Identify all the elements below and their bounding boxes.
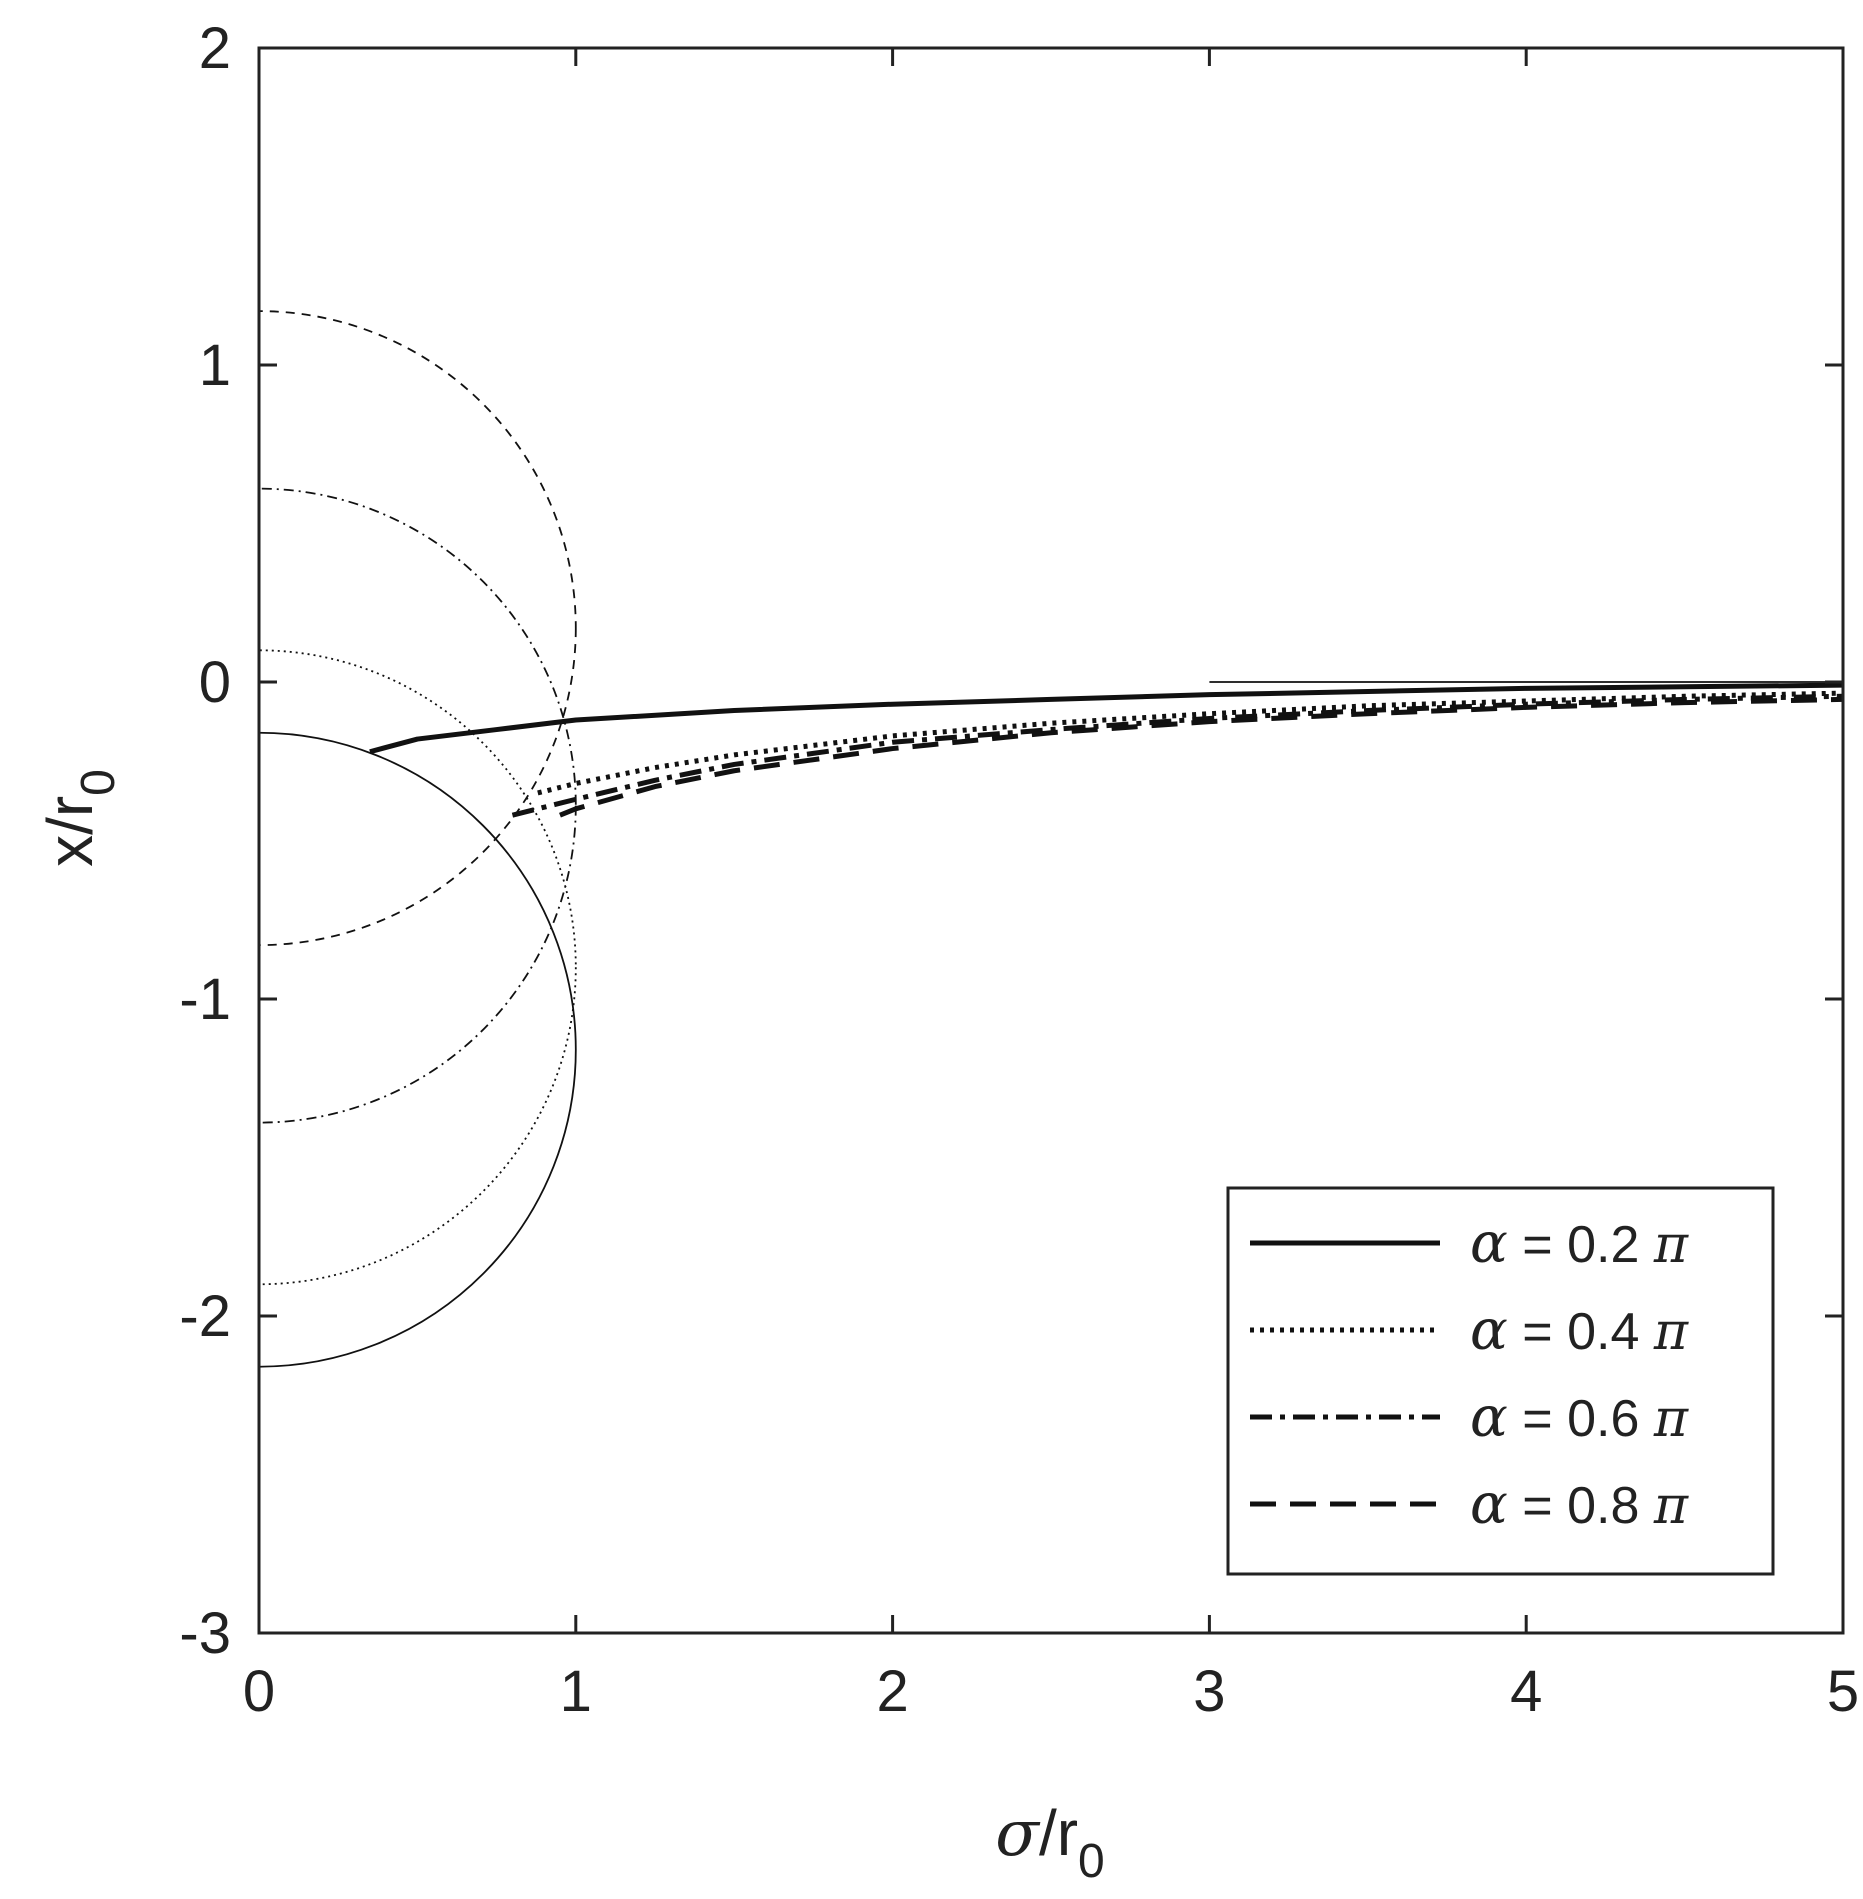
y-tick-label: -2 (179, 1284, 231, 1349)
legend-label-2: α = 0.4 π (1470, 1298, 1689, 1363)
circle-4 (259, 310, 577, 946)
y-tick-label: -1 (179, 967, 231, 1032)
series-line-3 (511, 693, 1843, 818)
y-axis-label-sub: 0 (72, 769, 125, 796)
series-line-2 (537, 690, 1843, 796)
y-axis-label: x/r0 (34, 769, 125, 867)
legend-box (1226, 1186, 1775, 1576)
legend-label-3: α = 0.6 π (1470, 1385, 1689, 1450)
x-tick-label: 0 (243, 1659, 275, 1724)
x-tick-label: 1 (560, 1659, 592, 1724)
legend: α = 0.2 π α = 0.4 π α = 0.6 π α = 0.8 π (1226, 1186, 1775, 1576)
x-tick-label: 2 (876, 1659, 908, 1724)
x-axis-label-sub: 0 (1078, 1835, 1105, 1888)
y-tick-label: 1 (199, 333, 231, 398)
x-axis-label-symbol: σ (995, 1797, 1041, 1871)
circle-3 (259, 487, 577, 1124)
y-tick-label: 0 (199, 650, 231, 715)
x-axis-label-main: /r (1039, 1797, 1078, 1869)
x-tick-label: 5 (1827, 1659, 1859, 1724)
x-axis-label: σ/r0 (995, 1797, 1104, 1888)
legend-label-4: α = 0.8 π (1470, 1472, 1689, 1537)
legend-label-1: α = 0.2 π (1470, 1211, 1689, 1276)
x-tick-label: 4 (1510, 1659, 1542, 1724)
plot-curves (259, 310, 1843, 1368)
series-line-4 (559, 696, 1843, 818)
axis-tick-labels: 0 1 2 3 4 5 -3 -2 -1 0 1 2 (179, 16, 1859, 1724)
axis-ticks (257, 46, 1845, 1635)
circle-1 (259, 731, 577, 1368)
y-tick-label: 2 (199, 16, 231, 81)
y-axis-label-main: x/r (34, 796, 106, 867)
axes-box (257, 46, 1845, 1635)
y-tick-label: -3 (179, 1601, 231, 1666)
series-line-1 (369, 682, 1843, 755)
x-tick-label: 3 (1193, 1659, 1225, 1724)
